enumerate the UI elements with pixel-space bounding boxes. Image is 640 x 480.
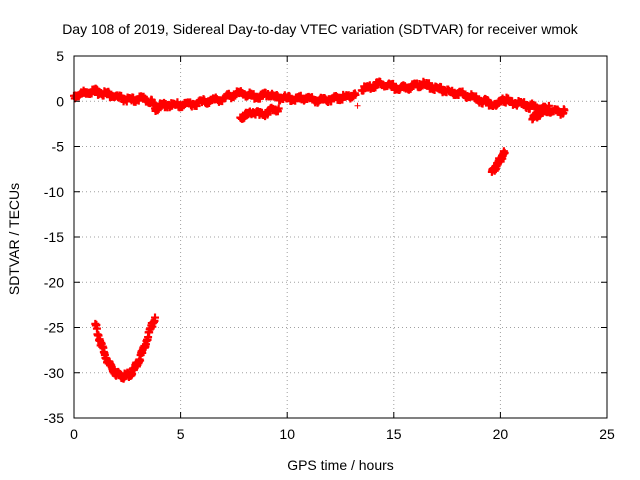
x-tick-label: 5 — [177, 426, 185, 442]
series-1 — [236, 103, 283, 123]
data-point — [354, 102, 361, 109]
data-marker — [389, 79, 397, 88]
series-5 — [91, 313, 160, 383]
y-tick-label: 0 — [56, 93, 64, 109]
data-marker — [500, 149, 509, 158]
y-tick-label: -35 — [44, 410, 64, 426]
y-tick-label: 5 — [56, 48, 64, 64]
x-tick-label: 25 — [599, 426, 615, 442]
y-tick-label: -25 — [44, 320, 64, 336]
x-tick-label: 0 — [70, 426, 78, 442]
series-0 — [70, 84, 360, 115]
data-marker — [273, 107, 282, 116]
y-tick-label: -10 — [44, 184, 64, 200]
chart-title: Day 108 of 2019, Sidereal Day-to-day VTE… — [62, 21, 578, 37]
y-tick-label: -5 — [52, 139, 65, 155]
data-marker — [350, 89, 359, 98]
y-tick-label: -30 — [44, 365, 64, 381]
series-4 — [487, 147, 509, 176]
x-axis-label: GPS time / hours — [287, 457, 394, 473]
y-tick-label: -15 — [44, 229, 64, 245]
x-tick-label: 20 — [493, 426, 509, 442]
x-tick-label: 10 — [279, 426, 295, 442]
data-series — [70, 77, 569, 383]
series-2 — [357, 77, 569, 119]
y-tick-label: -20 — [44, 274, 64, 290]
data-marker — [150, 316, 159, 325]
data-marker — [544, 101, 553, 110]
data-marker — [154, 104, 163, 113]
x-tick-label: 15 — [386, 426, 402, 442]
series-3 — [528, 101, 554, 124]
series-6 — [354, 102, 361, 109]
axis-ticks: 0 5 10 15 20 25 5 0 -5 -10 -15 -20 -25 -30 -35 — [44, 48, 615, 442]
data-marker — [559, 105, 568, 114]
